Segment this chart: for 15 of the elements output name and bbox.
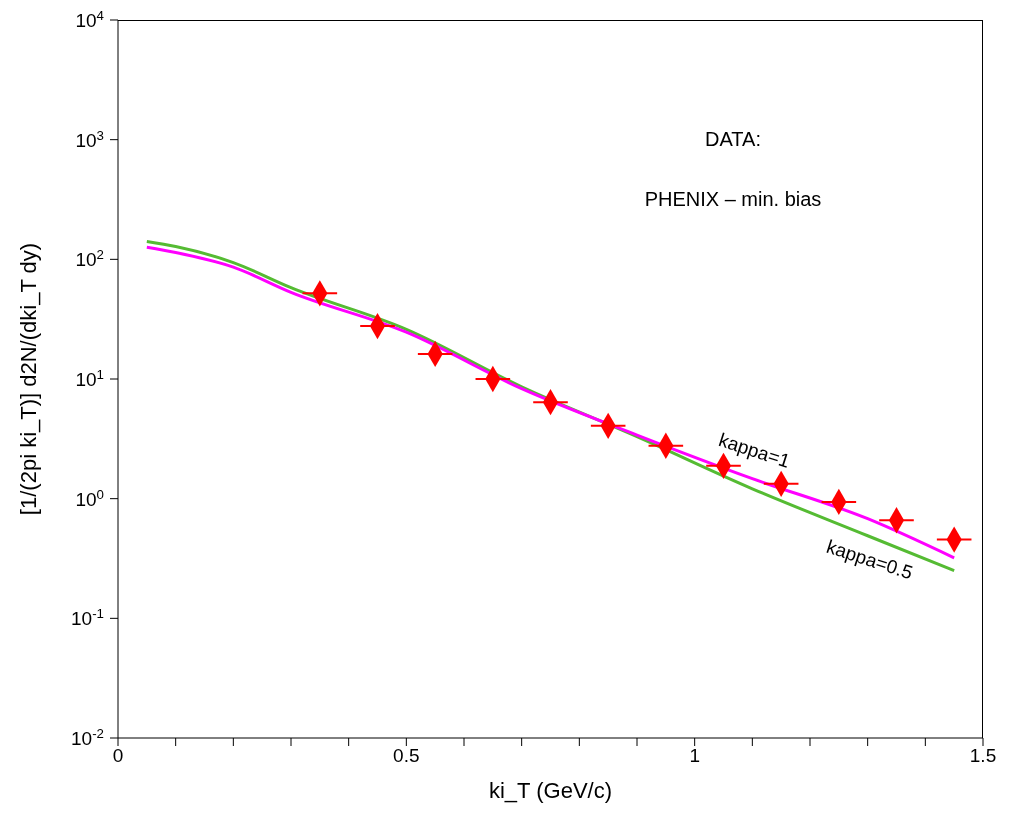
x-axis-title: ki_T (GeV/c) [488,778,613,803]
x-tick-label: 0.5 [393,745,420,766]
y-tick-label: 10$^{0}$ [75,486,104,510]
y-tick-label: 10$^{2}$ [75,246,104,271]
y-axis-title: [1/(2pi ki_T)] d2N/(dki_T dy) [15,242,41,516]
annotation: PHENIX – min. bias [643,188,823,211]
y-tick-label: 10$^{-2}$ [71,725,104,749]
y-tick-label: 10$^{4}$ [75,7,104,31]
x-tick-label: 0 [112,745,124,766]
y-tick-label: 10$^{1}$ [75,366,104,390]
y-tick-label: 10$^{-1}$ [71,605,104,630]
y-tick-label: 10$^{3}$ [75,127,104,151]
x-tick-label: 1 [689,745,700,766]
annotation: DATA: [704,128,762,151]
x-tick-label: 1.5 [969,745,997,766]
